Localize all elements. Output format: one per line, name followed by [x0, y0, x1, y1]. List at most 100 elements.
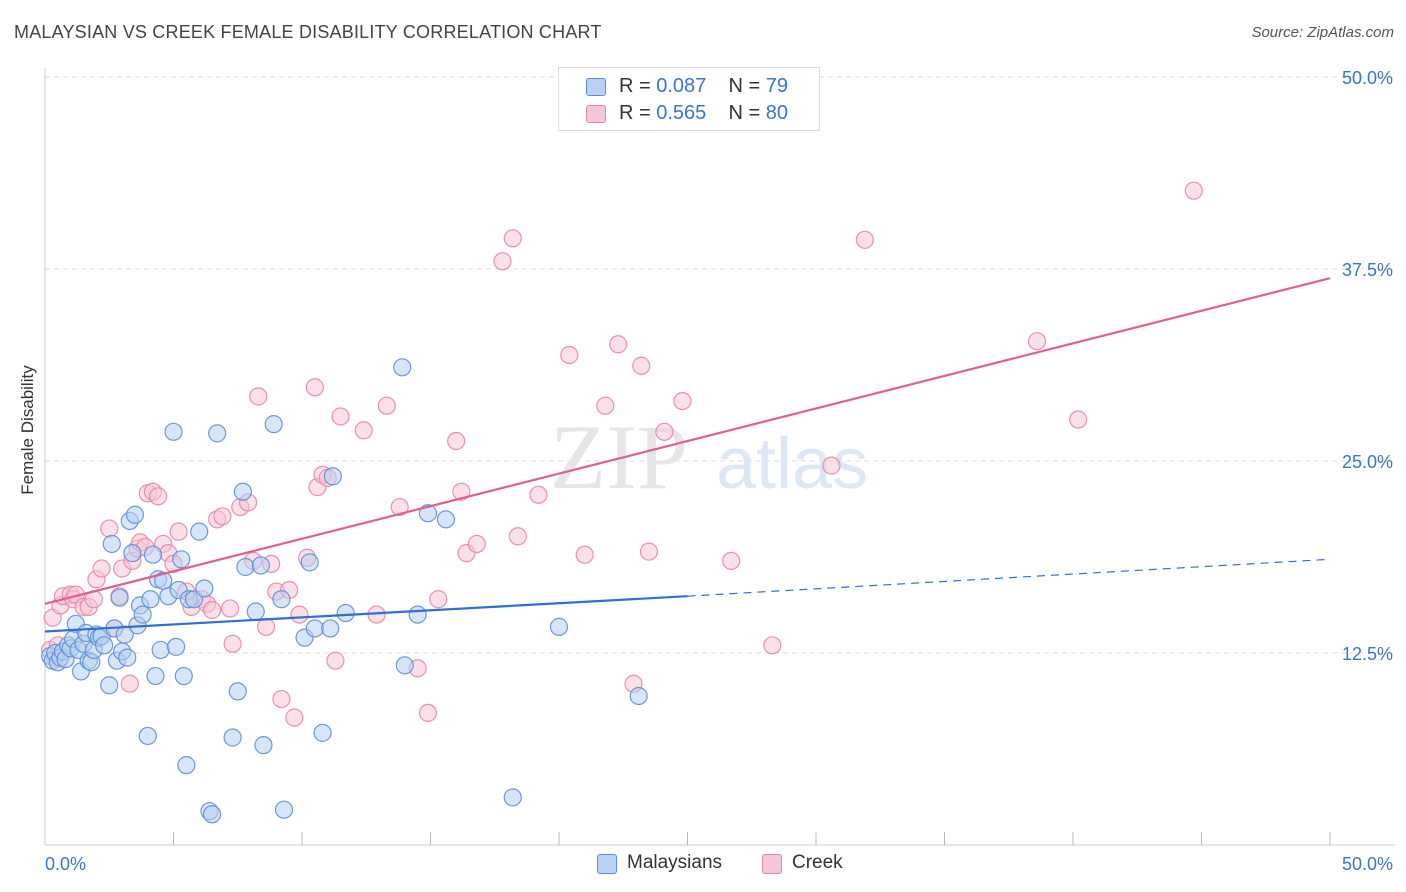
- malaysians-point: [236, 557, 255, 577]
- creek-point: [447, 431, 466, 451]
- malaysians-point: [305, 619, 324, 638]
- creek-point: [249, 387, 268, 406]
- creek-point: [390, 497, 409, 517]
- stats-text-creek: R = 0.565 N = 80: [619, 102, 788, 125]
- legend-swatch-creek: [762, 854, 782, 874]
- malaysians-point: [323, 467, 342, 486]
- creek-point: [213, 507, 232, 526]
- malaysians-point: [174, 666, 193, 686]
- malaysians-point: [228, 682, 247, 701]
- r-value: 0.565: [656, 102, 707, 124]
- creek-point: [493, 252, 512, 271]
- malaysians-point: [503, 788, 522, 807]
- malaysians-point: [208, 424, 227, 443]
- creek-point: [609, 335, 628, 354]
- creek-point: [1027, 332, 1047, 351]
- r-label: R =: [619, 102, 651, 124]
- malaysians-point: [138, 726, 157, 746]
- grid-lines: [45, 76, 1395, 654]
- malaysians-swatch: [586, 78, 606, 96]
- malaysians-point: [102, 534, 121, 554]
- creek-point: [673, 391, 692, 411]
- malaysians-point: [321, 619, 340, 638]
- creek-swatch: [586, 105, 606, 123]
- creek-point: [418, 703, 438, 723]
- malaysians-point: [223, 728, 242, 747]
- creek-point: [596, 396, 615, 415]
- creek-point: [202, 600, 222, 620]
- malaysians-point: [233, 482, 252, 501]
- watermark-atlas: atlas: [716, 424, 868, 504]
- y-tick-label: 50.0%: [1342, 68, 1393, 88]
- creek-point: [377, 396, 396, 415]
- tick-labels: 12.5% 25.0% 37.5% 50.0% 0.0% 50.0%: [45, 68, 1393, 874]
- malaysians-point: [395, 656, 414, 675]
- malaysians-point: [195, 579, 214, 598]
- creek-point: [429, 590, 448, 609]
- malaysians-point: [95, 636, 114, 655]
- malaysians-point: [629, 686, 648, 706]
- malaysians-point: [125, 505, 145, 524]
- creek-point: [855, 230, 874, 249]
- creek-point: [467, 534, 486, 554]
- malaysians-point: [336, 603, 355, 623]
- malaysians-point: [133, 605, 152, 624]
- malaysians-point: [202, 805, 222, 824]
- creek-point: [503, 229, 522, 248]
- legend-label-malaysians: Malaysians: [627, 852, 723, 873]
- y-axis-label: Female Disability: [18, 365, 37, 495]
- legend-label-creek: Creek: [792, 852, 843, 873]
- malaysians-point: [141, 590, 160, 609]
- malaysians-point: [254, 736, 273, 755]
- r-value: 0.087: [656, 75, 707, 97]
- creek-point: [529, 485, 548, 504]
- malaysians-point: [274, 800, 294, 819]
- y-tick-label: 37.5%: [1342, 260, 1393, 280]
- malaysians-point: [143, 545, 163, 564]
- creek-point: [100, 519, 119, 538]
- malaysians-point: [123, 544, 142, 563]
- creek-point: [120, 674, 139, 693]
- stats-text-malaysians: R = 0.087 N = 79: [619, 75, 788, 98]
- creek-point: [148, 487, 168, 506]
- creek-point: [169, 522, 188, 541]
- x-tick-label: 50.0%: [1342, 854, 1393, 874]
- trend-lines: [44, 277, 1331, 633]
- creek-point: [763, 636, 782, 655]
- source-credit: Source: ZipAtlas.com: [1251, 24, 1394, 41]
- data-points: [41, 181, 1203, 824]
- malaysians-point: [151, 640, 170, 660]
- axes: [44, 68, 1395, 846]
- malaysians-point: [272, 590, 291, 609]
- creek-point: [285, 708, 304, 727]
- creek-point: [452, 482, 471, 501]
- creek-point: [272, 689, 291, 709]
- y-tick-label: 12.5%: [1342, 644, 1393, 664]
- r-label: R =: [619, 75, 651, 97]
- malaysians-trend-extension: [687, 558, 1331, 597]
- malaysians-point: [436, 510, 456, 529]
- watermark: ZIP atlas: [550, 406, 868, 508]
- n-label: N =: [728, 102, 761, 124]
- creek-point: [223, 634, 242, 653]
- malaysians-point: [393, 358, 412, 377]
- y-tick-label: 25.0%: [1342, 452, 1393, 472]
- creek-point: [256, 617, 276, 636]
- creek-point: [92, 559, 111, 578]
- malaysians-point: [146, 666, 165, 686]
- stats-box: R = 0.087 N = 79 R = 0.565 N = 80: [558, 67, 820, 131]
- malaysians-point: [264, 415, 283, 434]
- creek-point: [560, 345, 579, 365]
- malaysians-point: [313, 723, 332, 742]
- creek-point: [632, 356, 651, 375]
- y-axis-label-container: Female Disability: [16, 300, 40, 560]
- malaysians-point: [164, 422, 183, 441]
- creek-point: [331, 407, 350, 426]
- watermark-zip: ZIP: [550, 406, 688, 508]
- malaysians-point: [246, 602, 265, 621]
- stats-row-creek: R = 0.565 N = 80: [559, 101, 819, 127]
- chart-title: MALAYSIAN VS CREEK FEMALE DISABILITY COR…: [14, 22, 602, 42]
- legend-swatch-malaysians: [597, 854, 617, 874]
- creek-point: [575, 545, 594, 564]
